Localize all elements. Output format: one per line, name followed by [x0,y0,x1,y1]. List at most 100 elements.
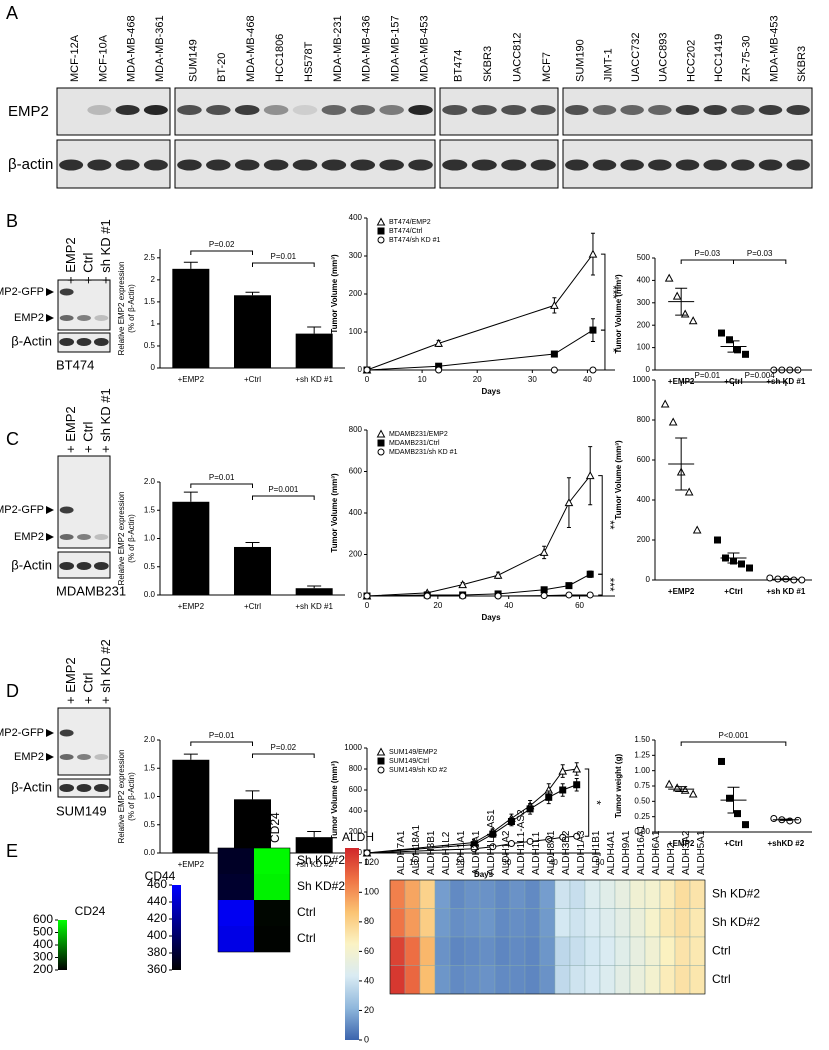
y-tick-label: 200 [349,827,363,836]
series-line [366,253,594,371]
blot-band [675,105,700,115]
blot-band [292,105,318,115]
y-tick-label: 200 [349,550,363,559]
lane-label: + Ctrl [80,252,95,284]
blot-box [57,707,111,776]
cell-line-label: SUM149 [56,803,107,818]
cell-line-label: HCC1419 [713,34,725,82]
y-tick-label: 0.5 [144,562,156,571]
heatmap-cell [674,879,691,909]
y-tick-label: 100 [637,343,651,352]
marker [376,429,386,438]
cell-line-label: HCC1806 [274,34,286,82]
arrow [46,533,54,541]
legend-label: BT474/sh KD #1 [389,237,440,244]
colorbar-title: CD24 [75,904,106,918]
x-tick-label: 40 [504,601,513,610]
blot-band [408,159,433,171]
heatmap-cell [629,965,646,995]
bracket [598,475,603,575]
heatmap-cell [509,936,526,966]
cell-line-label: MDA-MB-453 [418,15,430,82]
column-label: ALDH5A1 [696,830,707,875]
marker [494,592,502,600]
arrow [46,753,54,761]
x-tick-label: +Ctrl [724,839,742,848]
column-label: ALDH3B2 [561,830,572,875]
blot-band [59,729,74,737]
heatmap-cell [644,936,661,966]
band-label: EMP2-GFP [0,727,44,739]
marker [573,832,581,840]
x-tick-label: 40 [549,858,558,867]
heatmap-cell [659,879,676,909]
heatmap-cell [629,908,646,938]
colorbar-tick-label: 440 [147,894,167,908]
heatmap-cell [599,908,616,938]
blot-band [565,159,589,171]
marker [672,291,682,300]
panel-label: A [6,3,18,23]
annotation: *** [603,578,617,592]
heatmap-cell [614,965,631,995]
heatmap-cell [689,879,706,909]
y-tick-label: 2.0 [144,735,156,744]
marker [746,564,753,572]
error-bar [245,790,260,800]
marker [588,249,598,258]
annotation: P<0.001 [718,731,749,740]
marker [734,810,741,818]
cell-line-label: MDAMB231 [56,583,126,598]
marker [434,338,443,347]
column-label: ALDH3A1 [471,830,482,875]
bar [295,588,333,595]
series-line [366,573,591,597]
marker [558,766,568,775]
row-label: Sh KD#2 [712,915,760,929]
heatmap-cell [404,936,421,966]
error-bar [183,491,198,502]
colorbar-tick-label: 500 [33,925,53,939]
heatmap-cell [524,879,541,909]
blot-band [408,105,433,115]
y-tick-label: 200 [637,535,651,544]
blot-band [321,159,347,171]
blot-band [731,159,755,171]
heatmap-cell [479,908,496,938]
marker [664,779,674,788]
legend-label: SUM149/sh KD #2 [389,767,447,774]
blot-band [59,338,75,346]
marker [680,309,690,318]
column-label: ALDH3B1 [426,830,437,875]
blot-band [501,105,527,115]
cell-line-label: SUM149 [187,39,199,82]
bar [172,759,210,853]
heatmap-cell [689,965,706,995]
marker [377,766,385,774]
column-label: CD24 [268,812,282,843]
heatmap-cell [614,936,631,966]
x-tick-label: +EMP2 [178,602,205,611]
heatmap-cell [689,936,706,966]
y-tick-label: 600 [637,455,651,464]
y-tick-label: 1.0 [144,534,156,543]
cell-line-label: MDA-MB-468 [126,15,138,82]
heatmap-cell [218,926,254,952]
lane-label: + sh KD #2 [98,639,113,704]
blot-band [115,159,140,171]
blot-band [379,105,404,115]
marker [377,439,385,447]
heatmap-cell [689,908,706,938]
marker [363,366,371,374]
heatmap-cell [509,879,526,909]
x-tick-label: 30 [502,858,511,867]
marker [680,785,690,794]
heatmap-cell [554,965,571,995]
y-tick-label: 0 [358,848,363,857]
marker [718,757,725,765]
y-axis-label: Tumor Volume (mm³) [330,473,339,553]
colorbar-tick-label: 600 [33,912,53,926]
marker [377,227,385,235]
marker [684,487,694,496]
column-label: ALDH3A2 [681,830,692,875]
